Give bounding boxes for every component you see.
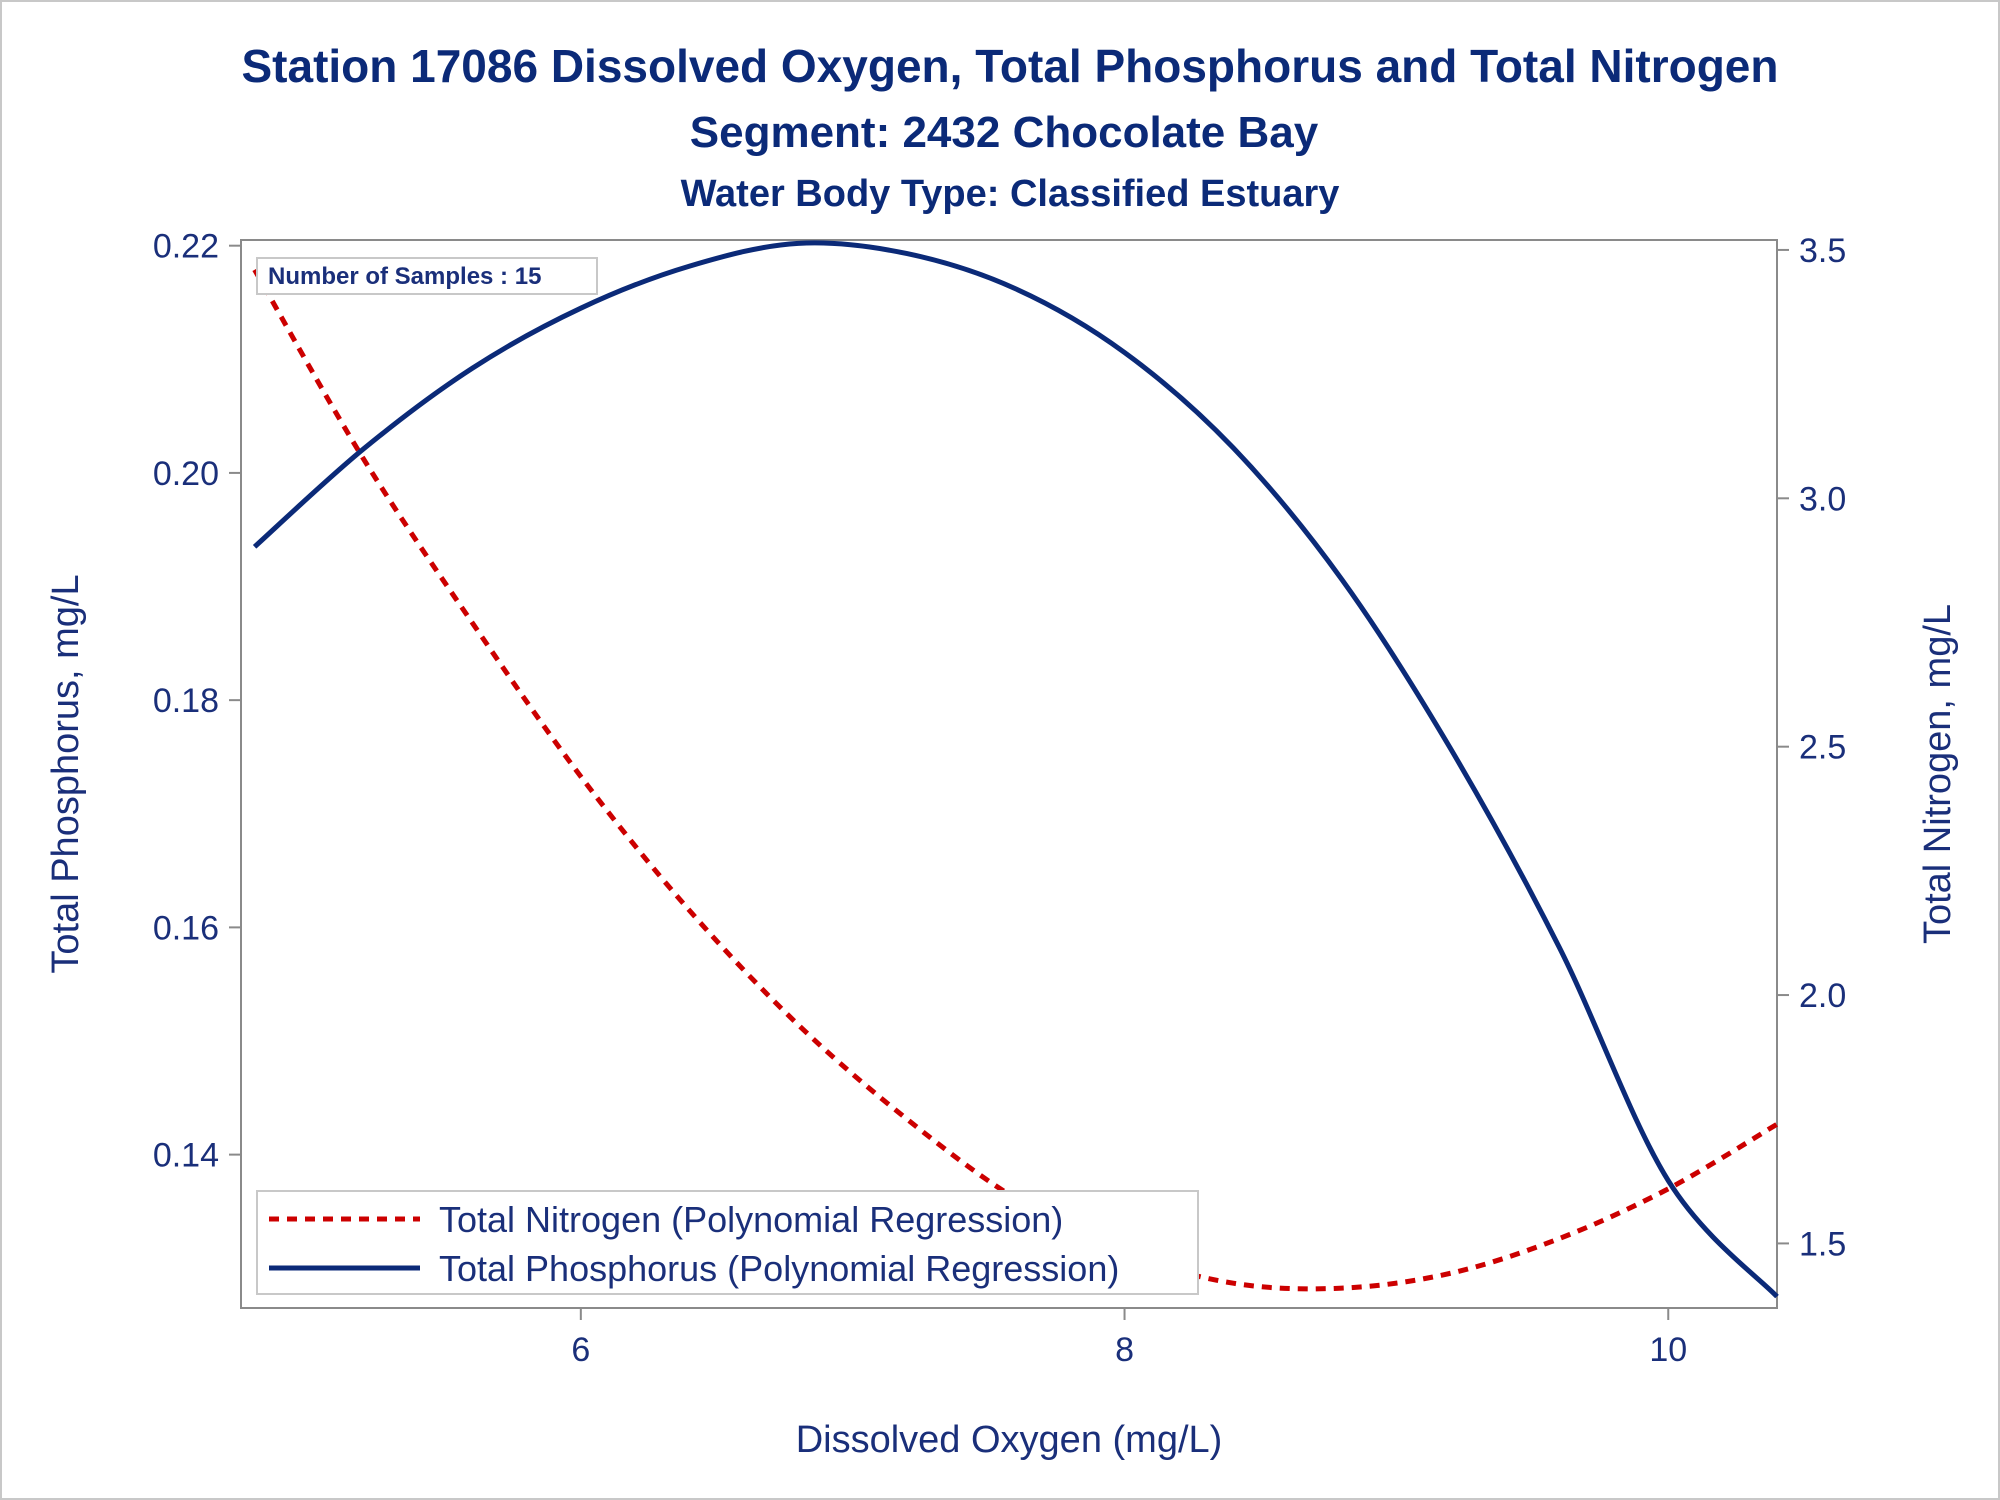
x-tick-label: 6: [571, 1331, 590, 1369]
legend-label-phosphorus: Total Phosphorus (Polynomial Regression): [439, 1248, 1119, 1289]
x-tick-label: 10: [1649, 1331, 1687, 1369]
legend-box: [256, 1190, 1199, 1295]
y2-tick-label: 1.5: [1799, 1225, 1846, 1263]
y2-tick-label: 3.0: [1799, 480, 1846, 518]
y2-tick-label: 2.0: [1799, 977, 1846, 1015]
x-axis-label: Dissolved Oxygen (mg/L): [796, 1419, 1223, 1461]
y-tick-label: 0.18: [153, 682, 219, 720]
y2-tick-label: 3.5: [1799, 232, 1846, 270]
y-tick-label: 0.16: [153, 909, 219, 947]
series-group: [252, 240, 1779, 1299]
y-tick-label: 0.20: [153, 455, 219, 493]
annotation-box: [256, 257, 598, 295]
legend-label-nitrogen: Total Nitrogen (Polynomial Regression): [439, 1199, 1063, 1240]
legend: Total Nitrogen (Polynomial Regression) T…: [256, 1190, 1199, 1295]
chart-title: Station 17086 Dissolved Oxygen, Total Ph…: [241, 40, 1778, 92]
chart-subtitle: Segment: 2432 Chocolate Bay: [690, 108, 1319, 157]
y-axis-right-label: Total Nitrogen, mg/L: [1917, 604, 1959, 944]
sample-count-annotation: Number of Samples : 15: [268, 263, 541, 290]
x-axis: 6 8 10: [571, 1308, 1687, 1369]
chart-subtitle-2: Water Body Type: Classified Estuary: [681, 173, 1340, 215]
plot-area: [240, 239, 1778, 1309]
y-axis-left: 0.14 0.16 0.18 0.20 0.22: [153, 228, 241, 1175]
series-line-nitrogen: [252, 268, 1779, 1292]
x-tick-label: 8: [1115, 1331, 1134, 1369]
y2-tick-label: 2.5: [1799, 729, 1846, 767]
y-axis-left-label: Total Phosphorus, mg/L: [45, 574, 87, 973]
y-tick-label: 0.14: [153, 1137, 219, 1175]
y-tick-label: 0.22: [153, 228, 219, 266]
series-line-phosphorus: [252, 240, 1779, 1299]
y-axis-right: 1.5 2.0 2.5 3.0 3.5: [1777, 232, 1846, 1263]
